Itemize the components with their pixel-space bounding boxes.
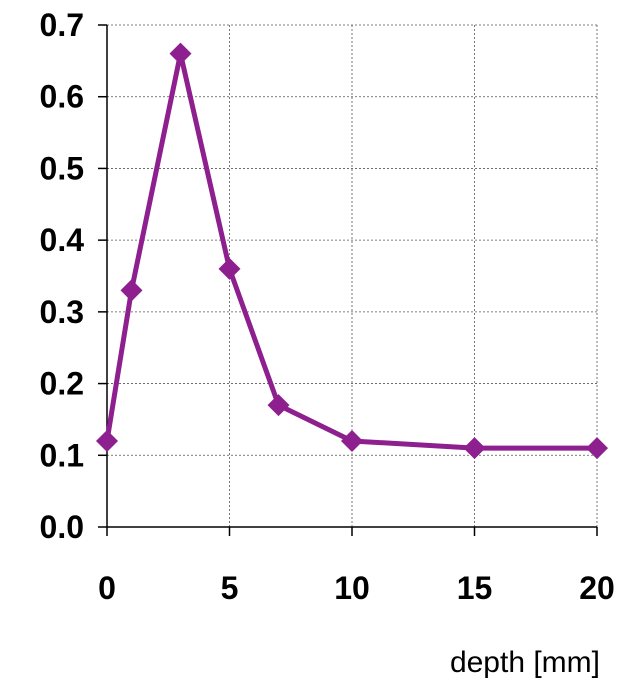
data-point-marker <box>586 437 608 460</box>
x-tick-label: 20 <box>579 570 615 606</box>
series-layer <box>96 42 608 460</box>
y-tick-label: 0.1 <box>40 437 84 473</box>
y-tick-label: 0.4 <box>40 222 85 258</box>
data-point-marker <box>341 429 363 452</box>
data-point-marker <box>463 437 486 460</box>
y-tick-label: 0.7 <box>40 7 84 43</box>
y-tick-label: 0.6 <box>40 79 84 115</box>
y-tick-label: 0.0 <box>40 509 84 545</box>
data-point-marker <box>96 429 118 452</box>
x-tick-label: 10 <box>334 570 370 606</box>
x-axis-title: depth [mm] <box>450 646 600 679</box>
data-point-marker <box>218 257 241 280</box>
y-tick-label: 0.3 <box>40 294 84 330</box>
x-tick-labels: 0 5 10 15 20 <box>98 570 615 606</box>
y-tick-label: 0.2 <box>40 366 84 402</box>
x-tick-label: 0 <box>98 570 116 606</box>
data-point-marker <box>267 394 290 417</box>
x-tick-label: 5 <box>221 570 239 606</box>
y-tick-label: 0.5 <box>40 150 84 186</box>
x-tick-label: 15 <box>457 570 493 606</box>
data-point-marker <box>169 42 192 65</box>
series-line <box>104 51 600 451</box>
data-point-marker <box>120 279 143 302</box>
y-tick-labels: 0.0 0.1 0.2 0.3 0.4 0.5 0.6 0.7 <box>40 7 85 545</box>
